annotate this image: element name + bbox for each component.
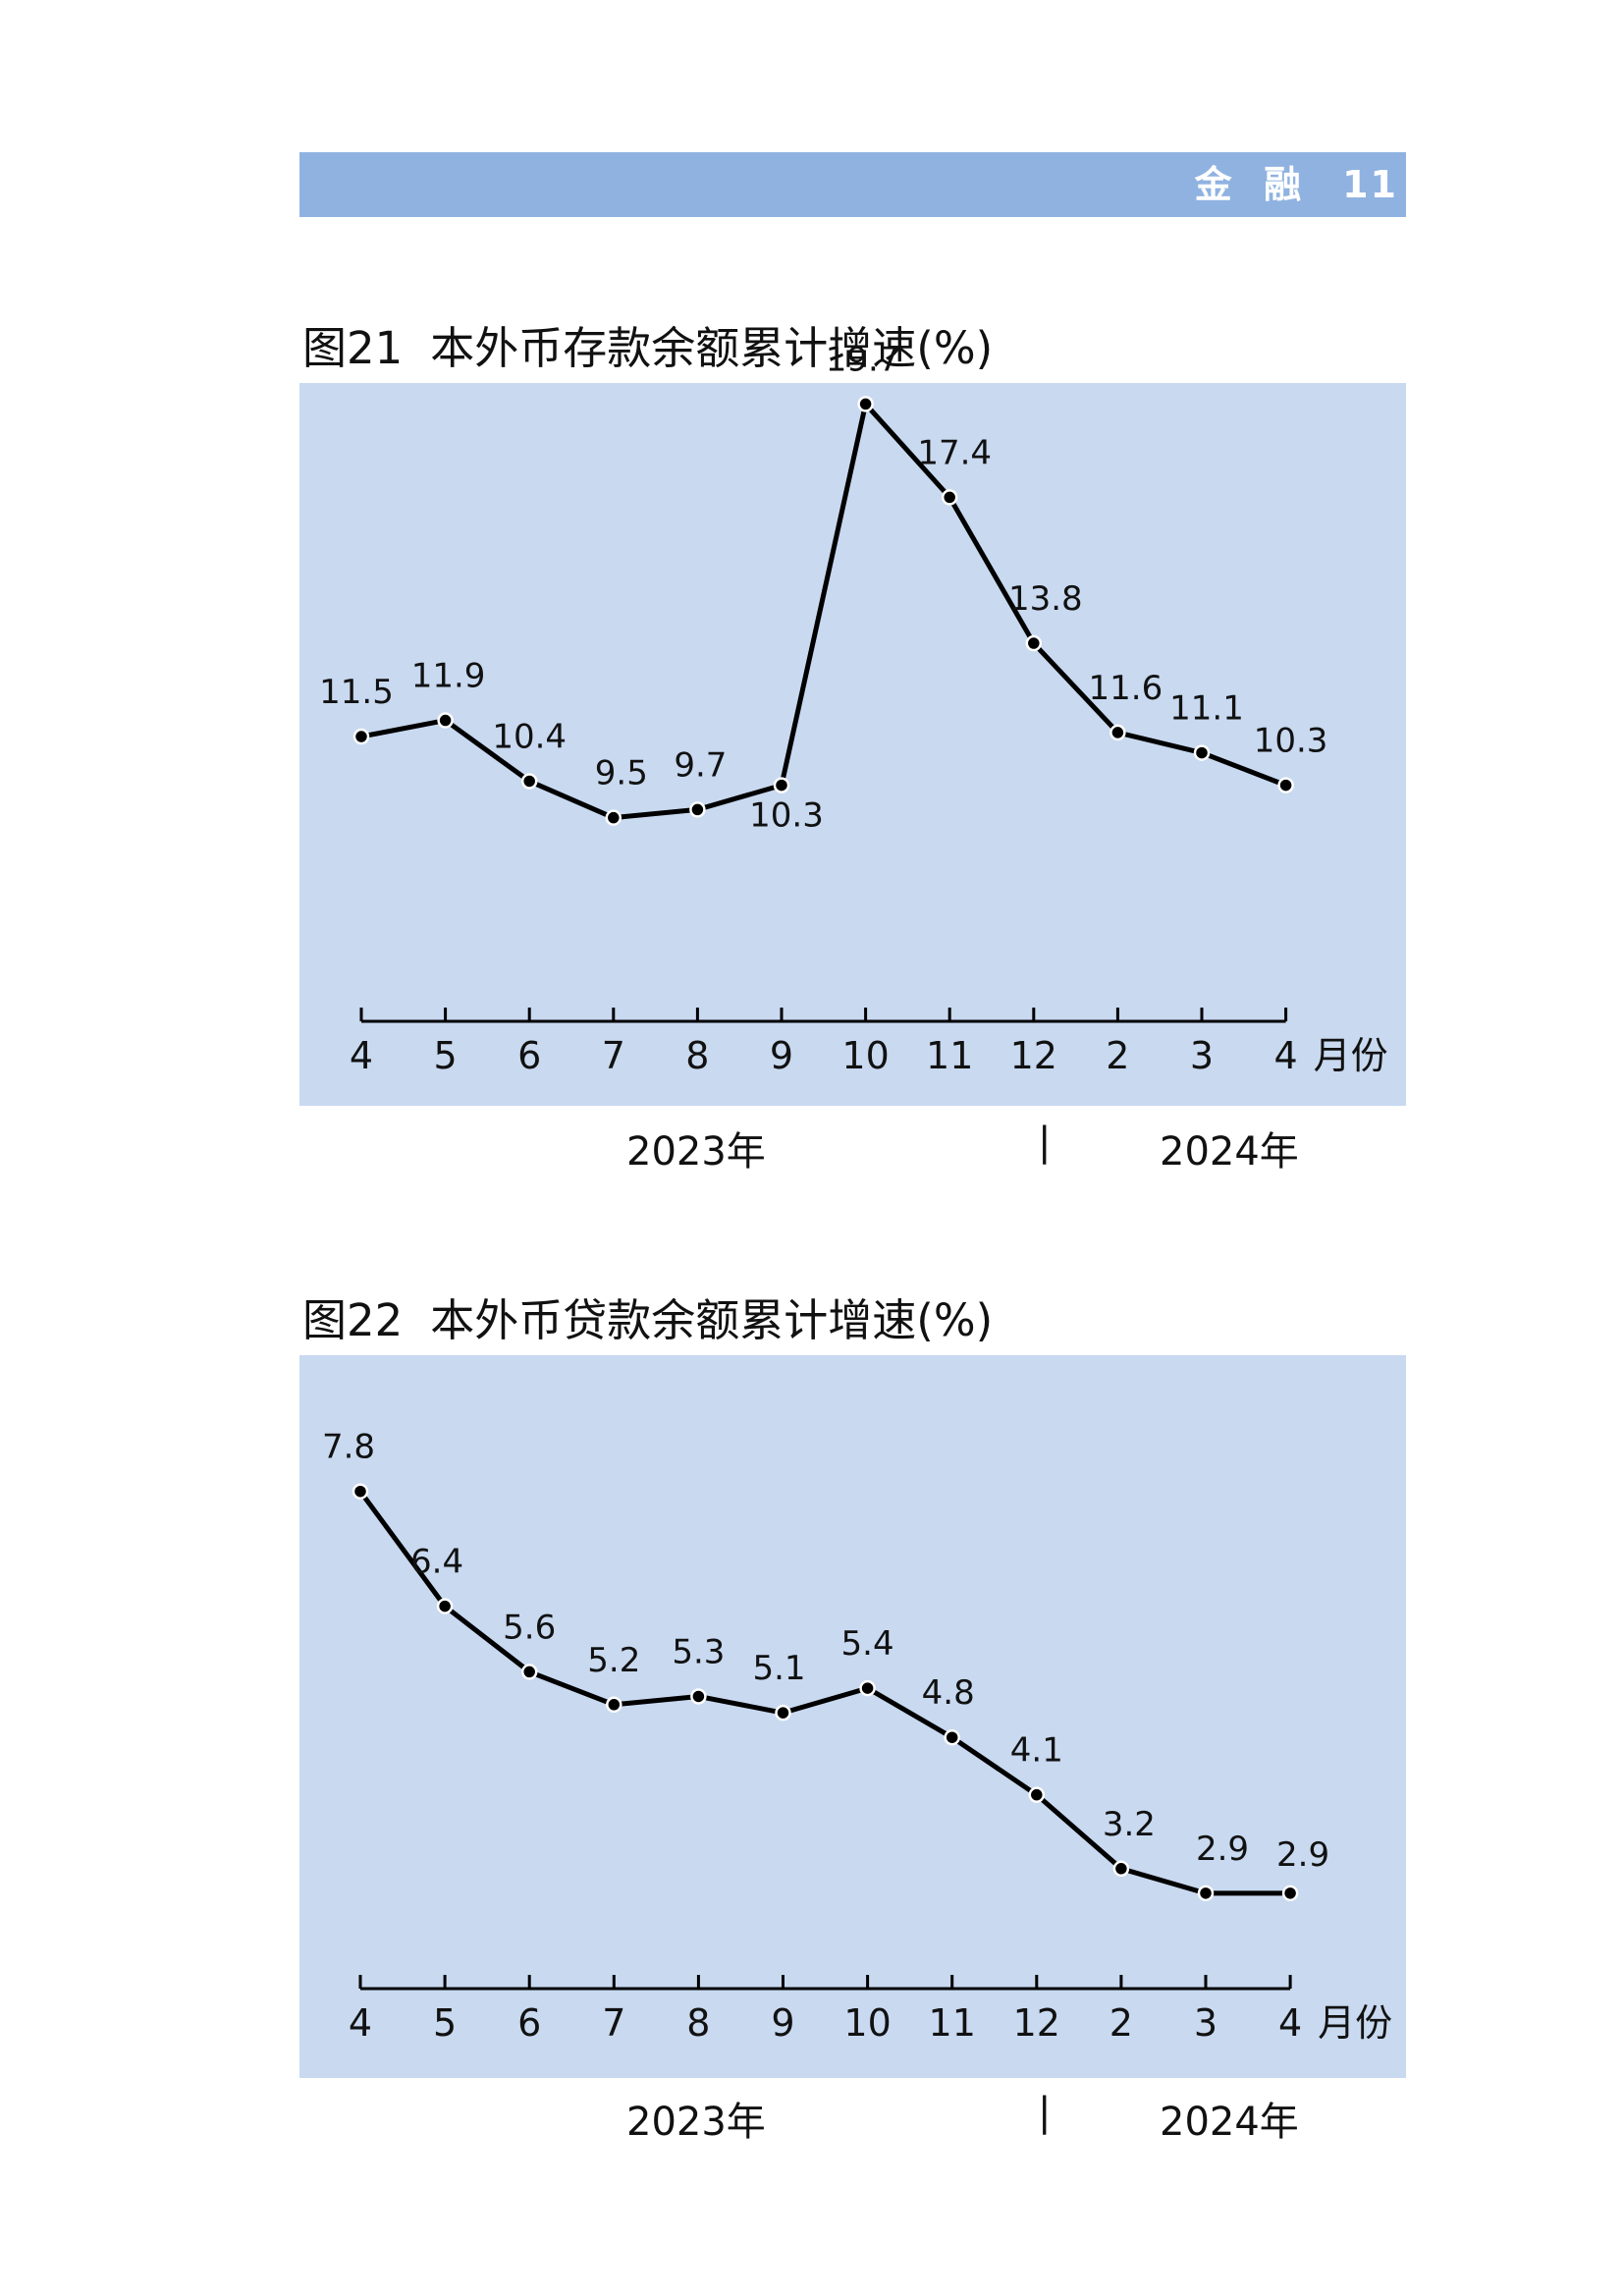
chart1-title: 图21 本外币存款余额累计增速(%): [302, 312, 993, 376]
chart1-plot-area: [299, 383, 1406, 1106]
chart1-data-label: 10.3: [1254, 722, 1328, 761]
chart2-year-2023: 2023年: [626, 2100, 766, 2145]
chart1-data-point: [437, 712, 454, 729]
chart1-data-label: 11.5: [319, 673, 394, 712]
chart1-series-line: [358, 401, 1289, 821]
chart1-data-label: 9.7: [674, 745, 727, 785]
chart2-title-number: 图22: [302, 1294, 404, 1346]
chart1-data-label: 11.6: [1089, 669, 1163, 708]
chart1-data-point: [520, 773, 538, 790]
chart2-plot-area: [299, 1355, 1406, 2078]
chart1-data-label: 11.1: [1169, 689, 1244, 729]
chart1-data-label: 17.4: [917, 433, 992, 472]
chart1-x-unit-label: 月份: [1314, 1034, 1388, 1077]
chart1-data-point: [773, 777, 790, 793]
chart1-data-point: [857, 396, 874, 412]
chart1-data-point: [1109, 724, 1126, 741]
header-text: 金 融 11: [1195, 152, 1398, 217]
chart1-tick-label: 3: [1190, 1034, 1214, 1077]
section-name: 金 融: [1194, 163, 1304, 206]
chart1-data-point: [941, 489, 958, 506]
chart1-data-point: [605, 809, 622, 826]
page-number: 11: [1342, 163, 1398, 206]
chart1-tick-label: 8: [685, 1034, 709, 1077]
chart2-year-separator: |: [1038, 2090, 1052, 2135]
chart1-tick-label: 9: [770, 1034, 793, 1077]
chart1-tick-label: 12: [1010, 1034, 1057, 1077]
chart1-data-label: 10.4: [492, 717, 567, 756]
chart1-data-point: [1277, 777, 1294, 793]
chart1-data-label: 9.5: [595, 754, 648, 793]
chart1-data-label: 10.3: [749, 796, 824, 836]
chart1-tick-label: 11: [926, 1034, 973, 1077]
chart1-tick-label: 7: [602, 1034, 625, 1077]
chart1-data-point: [1193, 744, 1211, 761]
chart1-tick-label: 2: [1106, 1034, 1129, 1077]
chart1-data-label: 11.9: [411, 657, 486, 696]
chart1-year-row: 2023年 | 2024年: [299, 1120, 1406, 1178]
chart1-tick-label: 4: [350, 1034, 373, 1077]
chart1-data-label: 19.7: [826, 340, 900, 379]
chart1-data-point: [352, 728, 370, 745]
chart1-tick-label: 10: [841, 1034, 889, 1077]
chart1-year-separator: |: [1038, 1120, 1052, 1165]
header-bar: 金 融 11: [299, 152, 1406, 217]
chart1-title-text: 本外币存款余额累计增速(%): [430, 322, 994, 374]
chart1-data-point: [1025, 634, 1043, 652]
chart1-tick-label: 6: [517, 1034, 541, 1077]
chart2-title-text: 本外币贷款余额累计增速(%): [430, 1294, 994, 1346]
chart1-tick-label: 4: [1274, 1034, 1298, 1077]
chart1-title-number: 图21: [302, 322, 404, 374]
chart2-title: 图22 本外币贷款余额累计增速(%): [302, 1285, 993, 1348]
chart1-data-point: [689, 801, 706, 818]
chart2-year-2024: 2024年: [1160, 2100, 1299, 2145]
chart1-data-label: 13.8: [1008, 579, 1083, 619]
chart1-tick-label: 5: [434, 1034, 458, 1077]
chart1-year-2023: 2023年: [626, 1129, 766, 1175]
chart2-year-row: 2023年 | 2024年: [299, 2090, 1406, 2149]
chart1-year-2024: 2024年: [1160, 1129, 1299, 1175]
